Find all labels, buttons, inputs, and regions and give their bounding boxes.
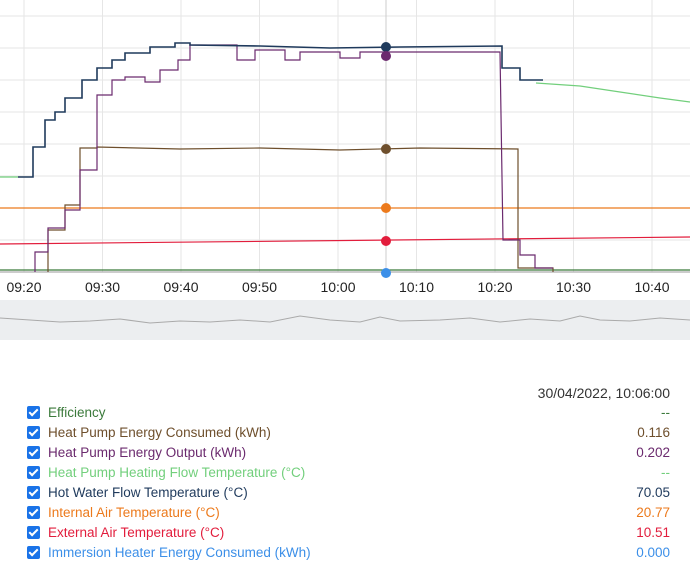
x-tick-label: 09:50 [242,279,277,295]
x-tick-label: 10:00 [320,279,355,295]
hot-water-line [18,42,543,178]
navigator-line [0,315,690,324]
legend-row: Internal Air Temperature (°C) 20.77 [0,503,690,523]
chart: 09:20 09:30 09:40 09:50 10:00 10:10 10:20 10:30… [0,0,690,340]
checkbox[interactable] [27,526,40,539]
consumed-line [47,146,554,272]
grid [0,15,690,241]
legend-row: Hot Water Flow Temperature (°C) 70.05 [0,483,690,503]
x-tick-label: 10:20 [477,279,512,295]
legend-row: Immersion Heater Energy Consumed (kWh) 0.… [0,543,690,563]
lines [0,42,690,272]
checkbox[interactable] [27,406,40,419]
checkbox[interactable] [27,486,40,499]
legend-row: Heat Pump Energy Consumed (kWh) 0.116 [0,423,690,443]
legend-label[interactable]: Heat Pump Energy Output (kWh) [48,445,247,460]
flow-temp-line [535,82,690,103]
legend-row: Efficiency -- [0,403,690,423]
x-tick-label: 09:30 [85,279,120,295]
legend-label[interactable]: Heat Pump Heating Flow Temperature (°C) [48,465,306,480]
output-line [34,44,553,272]
legend-value: 70.05 [636,485,670,500]
legend-row: Heat Pump Heating Flow Temperature (°C) -… [0,463,690,483]
checkbox[interactable] [27,466,40,479]
checkbox[interactable] [27,426,40,439]
legend-row: External Air Temperature (°C) 10.51 [0,523,690,543]
cursor-time: 30/04/2022, 10:06:00 [537,385,670,401]
legend-label[interactable]: Efficiency [48,405,106,420]
legend-label[interactable]: Hot Water Flow Temperature (°C) [48,485,248,500]
legend-value: 0.116 [637,425,670,440]
navigator[interactable] [0,300,690,340]
legend-value: -- [661,465,670,480]
legend-value: 20.77 [636,505,670,520]
x-tick-label: 10:10 [399,279,434,295]
legend-label[interactable]: External Air Temperature (°C) [48,525,225,540]
x-ticks: 09:20 09:30 09:40 09:50 10:00 10:10 10:20 10:30… [6,279,669,295]
legend-label[interactable]: Heat Pump Energy Consumed (kWh) [48,425,271,440]
legend-value: -- [661,405,670,420]
x-tick-label: 09:20 [6,279,41,295]
legend-row: Heat Pump Energy Output (kWh) 0.202 [0,443,690,463]
x-tick-label: 10:30 [556,279,591,295]
external-temp-line [0,236,690,245]
x-tick-label: 10:40 [634,279,669,295]
checkbox[interactable] [27,446,40,459]
legend-value: 10.51 [636,525,670,540]
vertical-grid [23,0,653,272]
legend-label[interactable]: Internal Air Temperature (°C) [48,505,220,520]
cursor-dots [381,42,391,278]
checkbox[interactable] [27,546,40,559]
legend-value: 0.000 [636,545,670,560]
checkbox[interactable] [27,506,40,519]
legend-label[interactable]: Immersion Heater Energy Consumed (kWh) [48,545,311,560]
legend-value: 0.202 [636,445,670,460]
x-tick-label: 09:40 [163,279,198,295]
